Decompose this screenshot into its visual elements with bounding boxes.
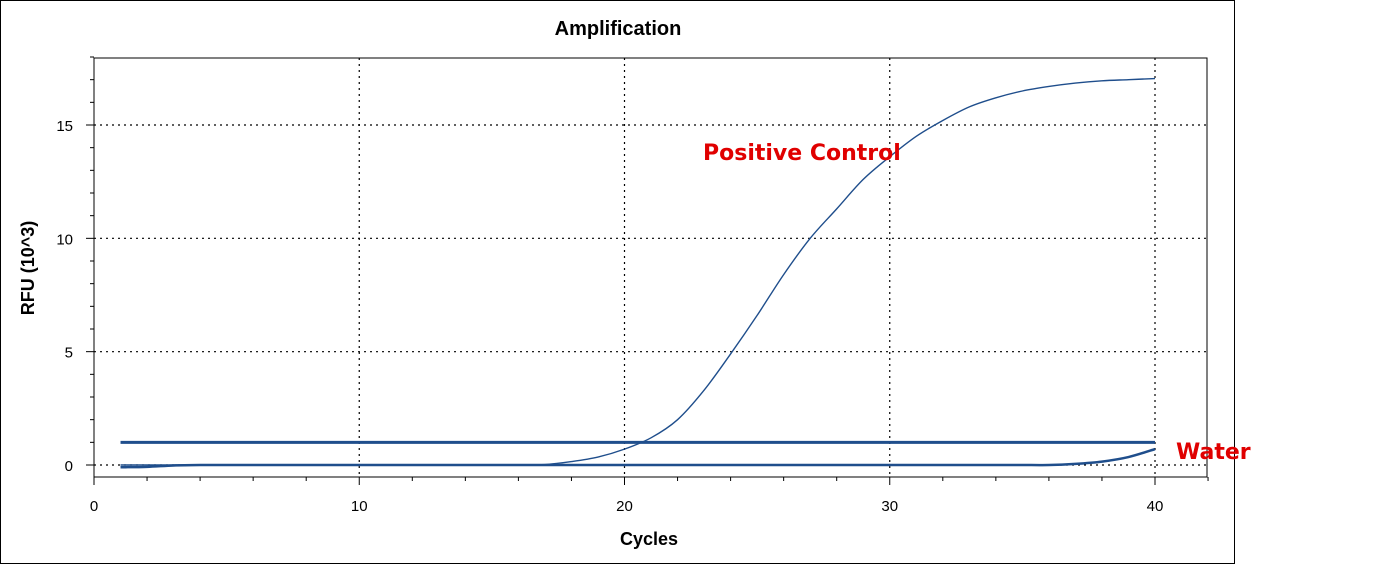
x-tick-label: 0 [90,498,98,515]
positive-control-label: Positive Control [703,141,901,166]
chart-title: Amplification [555,18,682,40]
grid-layer [94,58,1207,477]
y-tick-label: 10 [56,231,73,248]
y-axis-title: RFU (10^3) [18,221,38,316]
x-tick-label: 20 [616,498,633,515]
minor-ticks [86,56,1209,485]
plot-area [93,57,1208,478]
tick-labels: 0 10 20 30 40 0 5 10 15 [56,118,1163,515]
series-line-1 [120,77,1156,466]
x-tick-label: 10 [351,498,368,515]
y-tick-label: 5 [65,345,73,362]
y-tick-label: 15 [56,118,73,135]
x-axis-title: Cycles [620,529,678,549]
x-tick-label: 30 [881,498,898,515]
y-tick-label: 0 [65,458,73,475]
series-layer [120,77,1156,469]
x-tick-label: 40 [1147,498,1164,515]
water-label: Water [1176,440,1251,465]
chart-frame [0,0,1235,564]
series-line-2 [120,447,1156,469]
